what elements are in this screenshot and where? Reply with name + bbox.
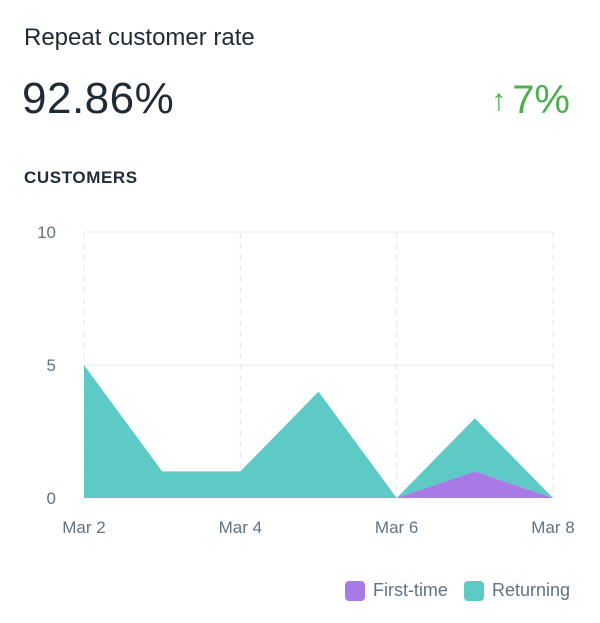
arrow-up-icon: ↑ — [491, 83, 507, 117]
section-label: CUSTOMERS — [24, 168, 138, 187]
y-tick-label: 5 — [47, 356, 56, 375]
metric-change-value: 7% — [512, 78, 570, 122]
x-tick-label: Mar 8 — [531, 518, 574, 537]
card-title: Repeat customer rate — [24, 24, 255, 51]
chart-legend: First-time Returning — [344, 580, 570, 601]
customers-area-chart: 0 5 10 Mar 2 Mar 4 Mar 6 Mar 8 — [37, 223, 575, 537]
legend-swatch-returning — [463, 580, 484, 601]
x-tick-label: Mar 4 — [219, 518, 262, 537]
metric-value: 92.86% — [22, 74, 175, 123]
area-series-first-time — [84, 471, 553, 498]
metric-change: ↑ 7% — [491, 78, 570, 123]
x-tick-label: Mar 2 — [62, 518, 105, 537]
legend-swatch-first-time — [344, 580, 365, 601]
x-tick-label: Mar 6 — [375, 518, 418, 537]
y-tick-label: 0 — [47, 489, 56, 508]
legend-item-first-time[interactable]: First-time — [344, 580, 448, 601]
area-series-returning — [84, 365, 553, 498]
legend-label-first-time: First-time — [372, 580, 448, 600]
y-tick-label: 10 — [37, 223, 56, 242]
legend-item-returning[interactable]: Returning — [463, 580, 570, 601]
legend-label-returning: Returning — [491, 580, 570, 600]
